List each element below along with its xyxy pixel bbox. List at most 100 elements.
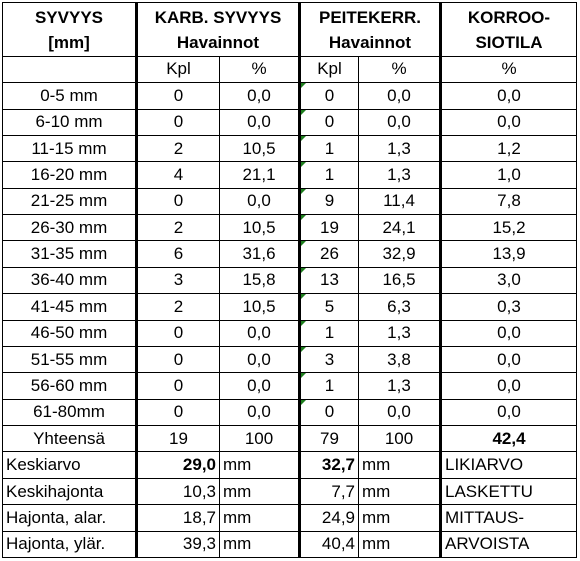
depth-cell: 51-55 mm [2,345,137,374]
peite-count-cell: 1 [298,134,359,163]
stat-peite-value: 32,7 [298,451,359,479]
stat-note: LASKETTU [439,477,577,506]
korroosio-percent-cell: 1,2 [439,134,577,163]
karb-count-cell: 2 [135,293,220,321]
depth-cell: 6-10 mm [2,108,137,136]
header-karb-sub: Havainnot [135,30,300,57]
peite-count-cell: 0 [298,82,359,110]
depth-cell: 46-50 mm [2,319,137,347]
peite-percent-cell: 1,3 [358,319,441,347]
karb-count-cell: 0 [135,187,220,216]
stat-row: Hajonta, ylär. 39,3 mm 40,4 mm ARVOISTA [2,530,577,559]
header-karb: KARB. SYVYYS [135,2,300,31]
depth-cell: 36-40 mm [2,266,137,295]
peite-percent-cell: 6,3 [358,293,441,321]
depth-cell: 26-30 mm [2,214,137,242]
stat-peite-unit: mm [358,504,441,532]
korroosio-percent-cell: 0,3 [439,293,577,321]
korroosio-percent-cell: 3,0 [439,266,577,295]
total-karb-kpl: 19 [135,425,220,453]
stat-note: MITTAUS- [439,504,577,532]
header-korroosio: KORROO- [439,2,577,31]
stat-peite-value: 40,4 [298,530,359,559]
total-peite-kpl: 79 [298,425,359,453]
peite-percent-cell: 1,3 [358,161,441,189]
peite-count-cell: 13 [298,266,359,295]
depth-cell: 0-5 mm [2,82,137,110]
karb-percent-cell: 0,0 [219,319,300,347]
karb-count-cell: 0 [135,398,220,427]
korroosio-percent-cell: 1,0 [439,161,577,189]
peite-percent-cell: 0,0 [358,82,441,110]
karb-count-cell: 0 [135,82,220,110]
header-row-1: SYVYYS KARB. SYVYYS PEITEKERR. KORROO- [2,2,577,31]
stat-karb-value: 29,0 [135,451,220,479]
stat-row: Keskiarvo 29,0 mm 32,7 mm LIKIARVO [2,451,577,479]
karb-percent-cell: 31,6 [219,240,300,268]
karb-count-cell: 0 [135,372,220,400]
stat-peite-unit: mm [358,451,441,479]
header-peite: PEITEKERR. [298,2,441,31]
peite-count-cell: 1 [298,161,359,189]
stat-peite-unit: mm [358,530,441,559]
unit-karb-pct: % [219,55,300,84]
karb-percent-cell: 10,5 [219,214,300,242]
karb-count-cell: 2 [135,214,220,242]
stat-karb-unit: mm [219,451,300,479]
total-karb-pct: 100 [219,425,300,453]
karb-percent-cell: 0,0 [219,398,300,427]
karb-percent-cell: 0,0 [219,82,300,110]
karb-percent-cell: 21,1 [219,161,300,189]
total-label: Yhteensä [2,425,137,453]
karb-count-cell: 4 [135,161,220,189]
stat-karb-value: 39,3 [135,530,220,559]
header-row-2: [mm] Havainnot Havainnot SIOTILA [2,30,577,57]
unit-korr-pct: % [439,55,577,84]
table-row: 16-20 mm 4 21,1 1 1,3 1,0 [2,161,577,189]
depth-cell: 56-60 mm [2,372,137,400]
stat-label: Hajonta, ylär. [2,530,137,559]
korroosio-percent-cell: 0,0 [439,319,577,347]
depth-cell: 21-25 mm [2,187,137,216]
peite-count-cell: 5 [298,293,359,321]
peite-count-cell: 26 [298,240,359,268]
peite-count-cell: 19 [298,214,359,242]
korroosio-percent-cell: 7,8 [439,187,577,216]
unit-karb-kpl: Kpl [135,55,220,84]
table-row: 0-5 mm 0 0,0 0 0,0 0,0 [2,82,577,110]
depth-cell: 31-35 mm [2,240,137,268]
table-row: 6-10 mm 0 0,0 0 0,0 0,0 [2,108,577,136]
peite-percent-cell: 1,3 [358,372,441,400]
karb-count-cell: 6 [135,240,220,268]
karb-percent-cell: 10,5 [219,293,300,321]
korroosio-percent-cell: 0,0 [439,82,577,110]
table-row: 21-25 mm 0 0,0 9 11,4 7,8 [2,187,577,216]
peite-count-cell: 0 [298,108,359,136]
table-row: 56-60 mm 0 0,0 1 1,3 0,0 [2,372,577,400]
header-depth: SYVYYS [2,2,137,31]
table-row: 26-30 mm 2 10,5 19 24,1 15,2 [2,214,577,242]
total-row: Yhteensä 19 100 79 100 42,4 [2,425,577,453]
table-row: 61-80mm 0 0,0 0 0,0 0,0 [2,398,577,427]
korroosio-percent-cell: 0,0 [439,345,577,374]
unit-peite-kpl: Kpl [298,55,359,84]
korroosio-percent-cell: 15,2 [439,214,577,242]
depth-cell: 16-20 mm [2,161,137,189]
karb-percent-cell: 0,0 [219,187,300,216]
karb-count-cell: 0 [135,108,220,136]
table-row: 46-50 mm 0 0,0 1 1,3 0,0 [2,319,577,347]
stat-label: Keskiarvo [2,451,137,479]
karb-percent-cell: 10,5 [219,134,300,163]
peite-percent-cell: 16,5 [358,266,441,295]
header-peite-sub: Havainnot [298,30,441,57]
korroosio-percent-cell: 0,0 [439,372,577,400]
depth-cell: 41-45 mm [2,293,137,321]
karb-count-cell: 0 [135,345,220,374]
stat-karb-unit: mm [219,504,300,532]
stat-row: Hajonta, alar. 18,7 mm 24,9 mm MITTAUS- [2,504,577,532]
stat-karb-value: 18,7 [135,504,220,532]
stat-karb-unit: mm [219,530,300,559]
depth-cell: 61-80mm [2,398,137,427]
peite-count-cell: 1 [298,319,359,347]
